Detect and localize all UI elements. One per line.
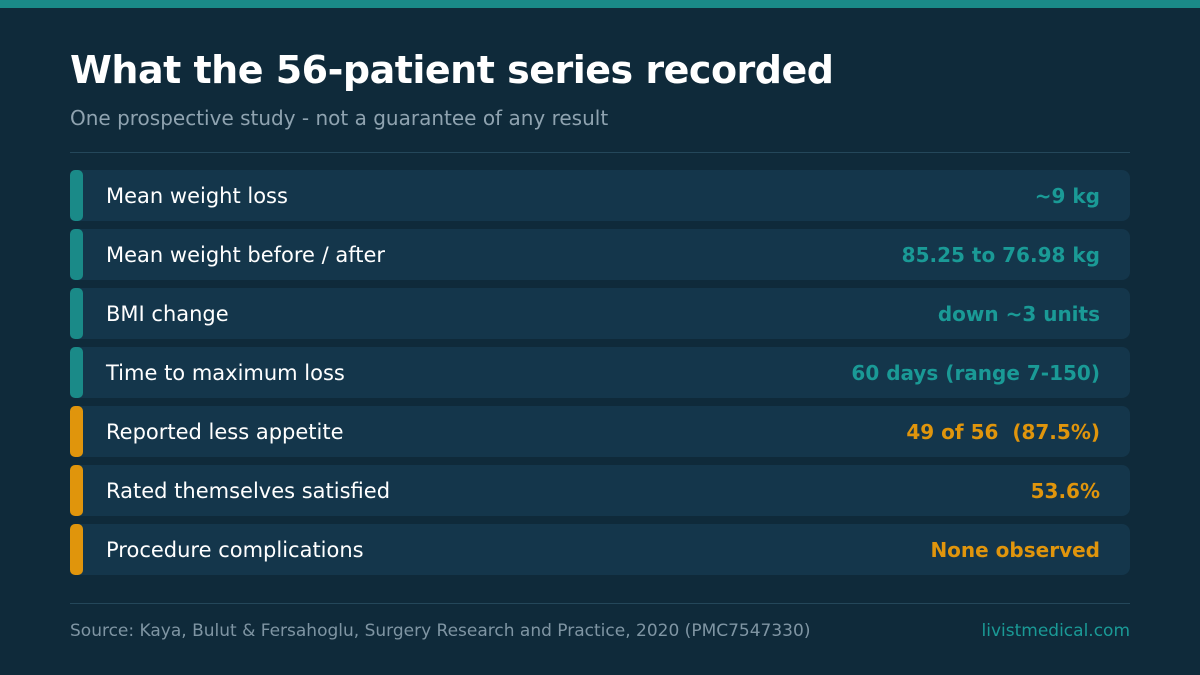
stat-accent-bar [70, 406, 83, 457]
stat-accent-bar [70, 229, 83, 280]
stat-row-complications: Procedure complications None observed [70, 524, 1130, 575]
stat-accent-bar [70, 524, 83, 575]
stat-accent-bar [70, 170, 83, 221]
page-title: What the 56-patient series recorded [70, 48, 834, 92]
stats-list: Mean weight loss ~9 kg Mean weight befor… [70, 170, 1130, 583]
stat-accent-bar [70, 347, 83, 398]
stat-label: Reported less appetite [106, 419, 344, 444]
stat-label: BMI change [106, 301, 229, 326]
stat-row-mean-weight-loss: Mean weight loss ~9 kg [70, 170, 1130, 221]
source-citation: Source: Kaya, Bulut & Fersahoglu, Surger… [70, 621, 811, 641]
footer-divider [70, 603, 1130, 604]
header-divider [70, 152, 1130, 153]
stat-row-satisfied: Rated themselves satisfied 53.6% [70, 465, 1130, 516]
page-subtitle: One prospective study - not a guarantee … [70, 106, 609, 130]
stat-row-bmi-change: BMI change down ~3 units [70, 288, 1130, 339]
brand-link[interactable]: livistmedical.com [981, 621, 1130, 641]
stat-value: ~9 kg [1034, 183, 1100, 208]
stat-row-time-to-max-loss: Time to maximum loss 60 days (range 7-15… [70, 347, 1130, 398]
stat-value: None observed [930, 537, 1100, 562]
stat-label: Procedure complications [106, 537, 364, 562]
stat-label: Mean weight before / after [106, 242, 386, 267]
stat-label: Rated themselves satisfied [106, 478, 391, 503]
stat-row-less-appetite: Reported less appetite 49 of 56 (87.5%) [70, 406, 1130, 457]
stat-value: 53.6% [1030, 478, 1100, 503]
stat-value: 85.25 to 76.98 kg [901, 242, 1100, 267]
stat-row-weight-before-after: Mean weight before / after 85.25 to 76.9… [70, 229, 1130, 280]
stat-value: 49 of 56 (87.5%) [906, 419, 1100, 444]
stat-label: Mean weight loss [106, 183, 288, 208]
stat-accent-bar [70, 465, 83, 516]
stat-value: 60 days (range 7-150) [851, 360, 1100, 385]
stat-accent-bar [70, 288, 83, 339]
stat-label: Time to maximum loss [106, 360, 345, 385]
stat-value: down ~3 units [937, 301, 1100, 326]
top-accent-bar [0, 0, 1200, 8]
